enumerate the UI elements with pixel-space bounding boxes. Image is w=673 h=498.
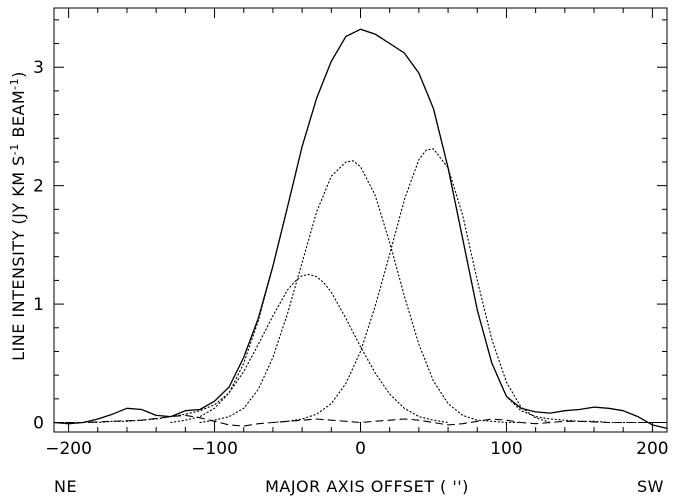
y-tick-label: 2 bbox=[33, 177, 44, 197]
x-tick-label: 200 bbox=[636, 439, 668, 459]
plot-frame bbox=[53, 7, 668, 433]
tick-labels: −200 −100 0 100 200 0 1 2 3 bbox=[33, 58, 668, 459]
x-tick-label: 0 bbox=[355, 439, 366, 459]
right-annotation: SW bbox=[637, 477, 664, 496]
y-tick-label: 1 bbox=[33, 295, 44, 315]
y-axis-title: LINE INTENSITY (JY KM S-1 BEAM-1) bbox=[8, 71, 28, 361]
series-line-dotted-1 bbox=[53, 28, 668, 424]
series-line-dotted-2 bbox=[170, 273, 449, 424]
x-axis-title: MAJOR AXIS OFFSET ( '') bbox=[265, 477, 469, 496]
series-line-dashed-5 bbox=[53, 414, 668, 427]
series-line-dotted-3 bbox=[199, 160, 522, 424]
x-tick-label: −200 bbox=[45, 439, 92, 459]
series-line-solid-0 bbox=[53, 28, 668, 430]
x-tick-label: 100 bbox=[490, 439, 522, 459]
axis-ticks bbox=[54, 8, 667, 432]
x-tick-label: −100 bbox=[191, 439, 238, 459]
y-tick-label: 3 bbox=[33, 58, 44, 78]
y-tick-label: 0 bbox=[33, 414, 44, 434]
series-layer bbox=[53, 28, 668, 430]
left-annotation: NE bbox=[54, 477, 77, 496]
series-line-dotted-4 bbox=[272, 148, 551, 424]
